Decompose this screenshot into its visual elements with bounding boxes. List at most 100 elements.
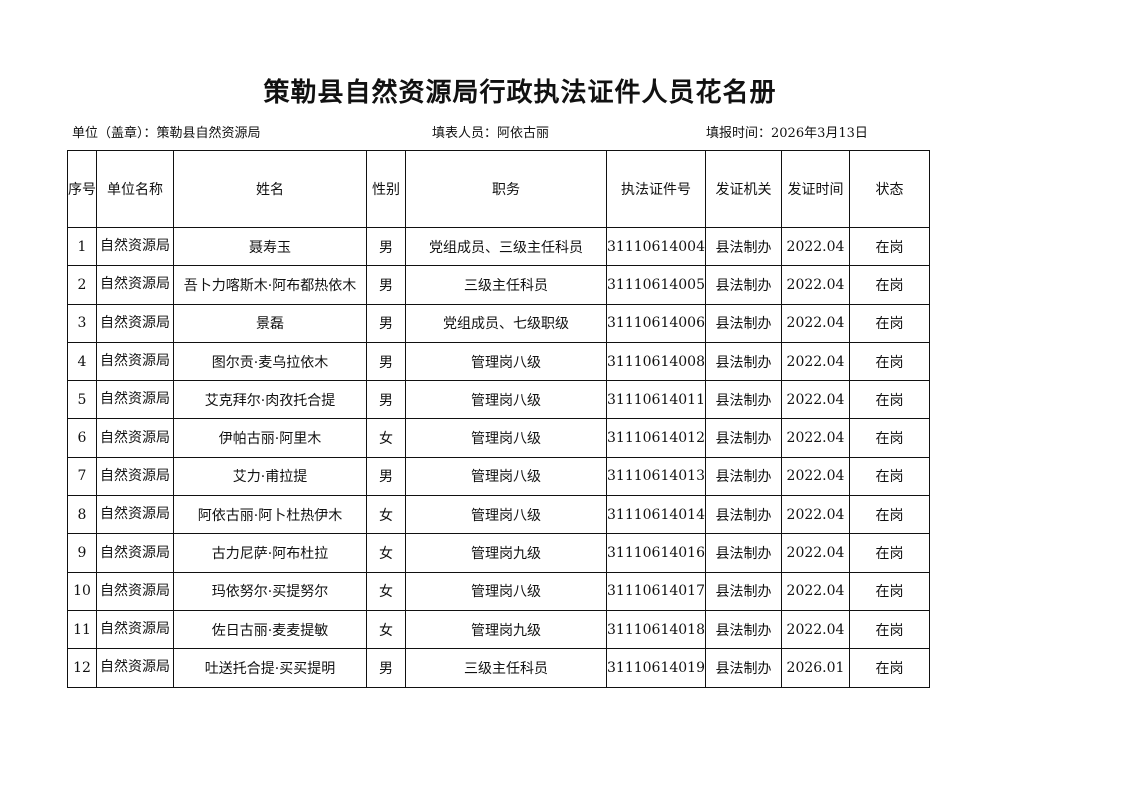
cell-status: 在岗 bbox=[848, 571, 930, 611]
cell-name: 艾克拜尔·肉孜托合提 bbox=[173, 380, 367, 420]
cell-name: 古力尼萨·阿布杜拉 bbox=[173, 533, 367, 573]
table-row: 9 自然资源局 古力尼萨·阿布杜拉女管理岗九级 31110614016 县法制办 2022… bbox=[67, 533, 930, 573]
table-row: 1 自然资源局 聂寿玉男党组成员、三级主任科员 31110614004 县法制办 2022… bbox=[67, 226, 930, 267]
cell-gender: 男 bbox=[366, 380, 406, 420]
cell-issuer: 县法制办 bbox=[704, 456, 782, 497]
cell-gender: 男 bbox=[366, 456, 406, 497]
cell-index: 3 bbox=[67, 303, 97, 343]
table-row: 6 自然资源局 伊帕古丽·阿里木女管理岗八级 31110614012 县法制办 2022.… bbox=[67, 418, 930, 458]
cell-unit: 自然资源局 bbox=[96, 533, 174, 573]
cell-issue-date: 2022.04 bbox=[780, 533, 850, 573]
cell-position: 管理岗八级 bbox=[405, 456, 607, 497]
header-col-gender: 性别 bbox=[366, 150, 406, 228]
cell-gender: 男 bbox=[366, 265, 406, 305]
table-row: 4 自然资源局 图尔贡·麦乌拉依木男管理岗八级 31110614008 县法制办 2022… bbox=[67, 341, 930, 382]
cell-gender: 女 bbox=[366, 571, 406, 611]
cell-gender: 女 bbox=[366, 495, 406, 535]
cell-index: 5 bbox=[67, 380, 97, 420]
cell-gender: 男 bbox=[366, 226, 406, 267]
cell-issuer: 县法制办 bbox=[704, 418, 782, 458]
cell-unit: 自然资源局 bbox=[96, 380, 174, 420]
cell-index: 8 bbox=[67, 495, 97, 535]
cell-position: 党组成员、七级职级 bbox=[405, 303, 607, 343]
cell-name: 吾卜力喀斯木·阿布都热依木 bbox=[173, 265, 367, 305]
cell-index: 12 bbox=[67, 648, 97, 688]
cell-cert-no: 31110614018 bbox=[606, 609, 706, 650]
cell-cert-no: 31110614006 bbox=[606, 303, 706, 343]
cell-issue-date: 2022.04 bbox=[780, 303, 850, 343]
table-row: 10 自然资源局 玛依努尔·买提努尔女管理岗八级 31110614017 县法制办 202… bbox=[67, 571, 930, 611]
cell-status: 在岗 bbox=[848, 609, 930, 650]
header-col-unit: 单位名称 bbox=[96, 150, 174, 228]
cell-issue-date: 2022.04 bbox=[780, 571, 850, 611]
cell-issue-date: 2022.04 bbox=[780, 456, 850, 497]
cell-gender: 女 bbox=[366, 609, 406, 650]
cell-index: 6 bbox=[67, 418, 97, 458]
cell-issue-date: 2022.04 bbox=[780, 380, 850, 420]
cell-unit: 自然资源局 bbox=[96, 226, 174, 267]
cell-position: 三级主任科员 bbox=[405, 648, 607, 688]
cell-unit: 自然资源局 bbox=[96, 609, 174, 650]
cell-cert-no: 31110614016 bbox=[606, 533, 706, 573]
cell-status: 在岗 bbox=[848, 456, 930, 497]
cell-status: 在岗 bbox=[848, 380, 930, 420]
header-col-issuer: 发证机关 bbox=[704, 150, 782, 228]
cell-cert-no: 31110614019 bbox=[606, 648, 706, 688]
header-col-cert-no: 执法证件号 bbox=[606, 150, 706, 228]
cell-position: 管理岗九级 bbox=[405, 609, 607, 650]
cell-cert-no: 31110614004 bbox=[606, 226, 706, 267]
table-row: 7 自然资源局 艾力·甫拉提男管理岗八级 31110614013 县法制办 2022.04… bbox=[67, 456, 930, 497]
cell-index: 11 bbox=[67, 609, 97, 650]
cell-position: 管理岗八级 bbox=[405, 341, 607, 382]
cell-gender: 女 bbox=[366, 418, 406, 458]
cell-issuer: 县法制办 bbox=[704, 609, 782, 650]
cell-unit: 自然资源局 bbox=[96, 571, 174, 611]
cell-unit: 自然资源局 bbox=[96, 456, 174, 497]
cell-cert-no: 31110614014 bbox=[606, 495, 706, 535]
cell-cert-no: 31110614017 bbox=[606, 571, 706, 611]
cell-cert-no: 31110614008 bbox=[606, 341, 706, 382]
cell-name: 吐送托合提·买买提明 bbox=[173, 648, 367, 688]
table-row: 3 自然资源局 景磊男党组成员、七级职级 31110614006 县法制办 2022.04… bbox=[67, 303, 930, 343]
cell-issue-date: 2022.04 bbox=[780, 341, 850, 382]
cell-gender: 男 bbox=[366, 341, 406, 382]
cell-index: 7 bbox=[67, 456, 97, 497]
cell-name: 图尔贡·麦乌拉依木 bbox=[173, 341, 367, 382]
cell-status: 在岗 bbox=[848, 226, 930, 267]
cell-issuer: 县法制办 bbox=[704, 341, 782, 382]
cell-index: 9 bbox=[67, 533, 97, 573]
header-col-issue-date: 发证时间 bbox=[780, 150, 850, 228]
cell-position: 管理岗八级 bbox=[405, 380, 607, 420]
cell-name: 玛依努尔·买提努尔 bbox=[173, 571, 367, 611]
cell-cert-no: 31110614011 bbox=[606, 380, 706, 420]
cell-issue-date: 2026.01 bbox=[780, 648, 850, 688]
cell-issuer: 县法制办 bbox=[704, 226, 782, 267]
table-row: 11 自然资源局 佐日古丽·麦麦提敏女管理岗九级 31110614018 县法制办 202… bbox=[67, 609, 930, 650]
header-col-index: 序号 bbox=[67, 150, 97, 228]
table-row: 12 自然资源局 吐送托合提·买买提明男三级主任科员 31110614019 县法制办 2… bbox=[67, 648, 930, 688]
cell-index: 4 bbox=[67, 341, 97, 382]
report-date-label: 填报时间：2026年3月13日 bbox=[706, 126, 868, 141]
cell-name: 景磊 bbox=[173, 303, 367, 343]
roster-table: 序号 单位名称 姓名 性别 职务 执法证件号 发证机关 发证时间 状态 1 自然资源局 聂寿玉男党组… bbox=[67, 150, 930, 688]
cell-issue-date: 2022.04 bbox=[780, 609, 850, 650]
cell-status: 在岗 bbox=[848, 303, 930, 343]
page-title: 策勒县自然资源局行政执法证件人员花名册 bbox=[263, 78, 777, 108]
unit-label: 单位（盖章）：策勒县自然资源局 bbox=[72, 126, 261, 141]
cell-issue-date: 2022.04 bbox=[780, 265, 850, 305]
cell-gender: 男 bbox=[366, 648, 406, 688]
cell-unit: 自然资源局 bbox=[96, 495, 174, 535]
cell-index: 10 bbox=[67, 571, 97, 611]
cell-position: 管理岗八级 bbox=[405, 495, 607, 535]
cell-name: 伊帕古丽·阿里木 bbox=[173, 418, 367, 458]
cell-name: 聂寿玉 bbox=[173, 226, 367, 267]
cell-issuer: 县法制办 bbox=[704, 495, 782, 535]
cell-status: 在岗 bbox=[848, 495, 930, 535]
cell-name: 阿依古丽·阿卜杜热伊木 bbox=[173, 495, 367, 535]
cell-issuer: 县法制办 bbox=[704, 648, 782, 688]
cell-unit: 自然资源局 bbox=[96, 418, 174, 458]
cell-issuer: 县法制办 bbox=[704, 303, 782, 343]
cell-status: 在岗 bbox=[848, 533, 930, 573]
cell-status: 在岗 bbox=[848, 265, 930, 305]
table-row: 2 自然资源局 吾卜力喀斯木·阿布都热依木男三级主任科员 31110614005 县法制… bbox=[67, 265, 930, 305]
